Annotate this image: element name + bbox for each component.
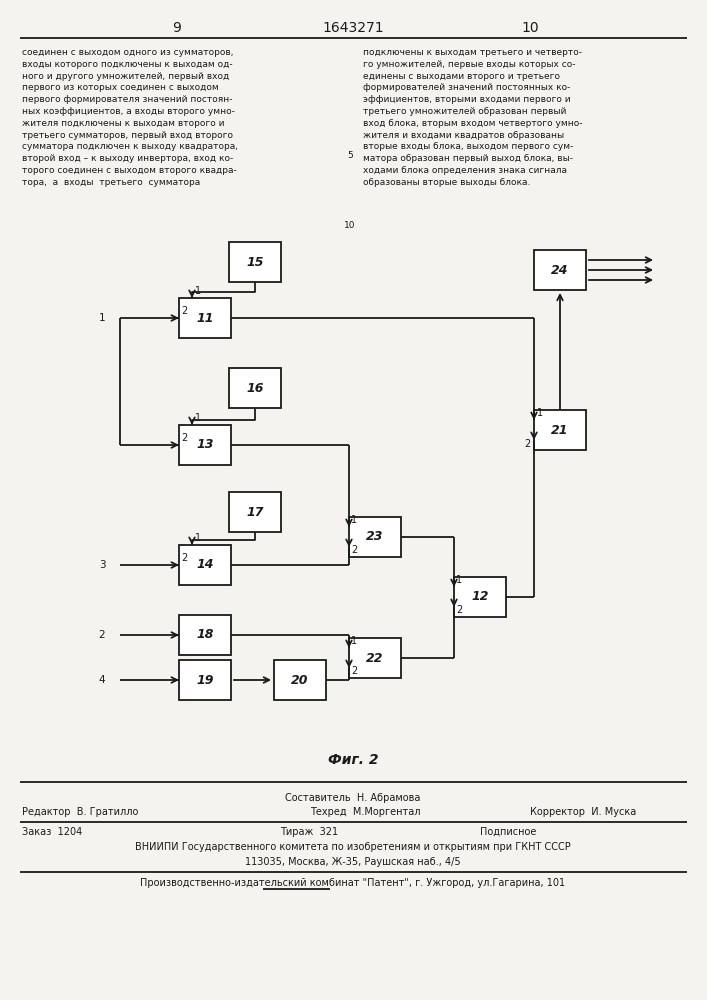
Bar: [179, 425, 231, 465]
Text: Производственно-издательский комбинат "Патент", г. Ужгород, ул.Гагарина, 101: Производственно-издательский комбинат "П…: [141, 878, 566, 888]
Text: 1: 1: [99, 313, 105, 323]
Text: 2: 2: [181, 306, 187, 316]
Text: 1643271: 1643271: [322, 21, 384, 35]
Text: 21: 21: [551, 424, 568, 436]
Text: 2: 2: [524, 439, 530, 449]
Bar: [179, 660, 231, 700]
Text: 19: 19: [197, 674, 214, 686]
Text: ВНИИПИ Государственного комитета по изобретениям и открытиям при ГКНТ СССР: ВНИИПИ Государственного комитета по изоб…: [135, 842, 571, 852]
Text: 1: 1: [195, 413, 201, 423]
Text: 2: 2: [99, 630, 105, 640]
Text: Заказ  1204: Заказ 1204: [22, 827, 82, 837]
Bar: [534, 250, 586, 290]
Text: 2: 2: [181, 553, 187, 563]
Text: 4: 4: [99, 675, 105, 685]
Text: 9: 9: [173, 21, 182, 35]
Text: 1: 1: [195, 286, 201, 296]
Text: 12: 12: [472, 590, 489, 603]
Bar: [349, 517, 401, 557]
Text: 13: 13: [197, 438, 214, 452]
Bar: [179, 298, 231, 338]
Text: Редактор  В. Гратилло: Редактор В. Гратилло: [22, 807, 139, 817]
Text: 1: 1: [351, 515, 357, 525]
Text: 11: 11: [197, 312, 214, 324]
Bar: [454, 577, 506, 617]
Bar: [179, 545, 231, 585]
Text: 14: 14: [197, 558, 214, 572]
Text: соединен с выходом одного из сумматоров,
входы которого подключены к выходам од-: соединен с выходом одного из сумматоров,…: [22, 48, 238, 187]
Text: Тираж  321: Тираж 321: [280, 827, 338, 837]
Text: Составитель  Н. Абрамова: Составитель Н. Абрамова: [286, 793, 421, 803]
Text: Подписное: Подписное: [480, 827, 537, 837]
Text: 113035, Москва, Ж-35, Раушская наб., 4/5: 113035, Москва, Ж-35, Раушская наб., 4/5: [245, 857, 461, 867]
Bar: [274, 660, 326, 700]
Text: 1: 1: [351, 636, 357, 646]
Text: 18: 18: [197, 629, 214, 642]
Text: 22: 22: [366, 652, 384, 664]
Text: 2: 2: [456, 605, 462, 615]
Text: подключены к выходам третьего и четверто-
го умножителей, первые входы которых с: подключены к выходам третьего и четверто…: [363, 48, 583, 187]
Text: 10: 10: [344, 221, 356, 230]
Bar: [229, 492, 281, 532]
Bar: [349, 638, 401, 678]
Bar: [179, 615, 231, 655]
Text: Корректор  И. Муска: Корректор И. Муска: [530, 807, 636, 817]
Text: 20: 20: [291, 674, 309, 686]
Text: 15: 15: [246, 255, 264, 268]
Text: 24: 24: [551, 263, 568, 276]
Text: 23: 23: [366, 530, 384, 544]
Text: 5: 5: [347, 150, 353, 159]
Text: 1: 1: [537, 408, 543, 418]
Text: 2: 2: [351, 666, 357, 676]
Text: 10: 10: [521, 21, 539, 35]
Bar: [534, 410, 586, 450]
Text: 3: 3: [99, 560, 105, 570]
Text: 17: 17: [246, 506, 264, 518]
Text: 2: 2: [351, 545, 357, 555]
Text: 2: 2: [181, 433, 187, 443]
Text: 1: 1: [195, 533, 201, 543]
Text: 16: 16: [246, 381, 264, 394]
Text: Фиг. 2: Фиг. 2: [328, 753, 378, 767]
Bar: [229, 242, 281, 282]
Text: Техред  М.Моргентал: Техред М.Моргентал: [310, 807, 421, 817]
Bar: [229, 368, 281, 408]
Text: 1: 1: [456, 575, 462, 585]
